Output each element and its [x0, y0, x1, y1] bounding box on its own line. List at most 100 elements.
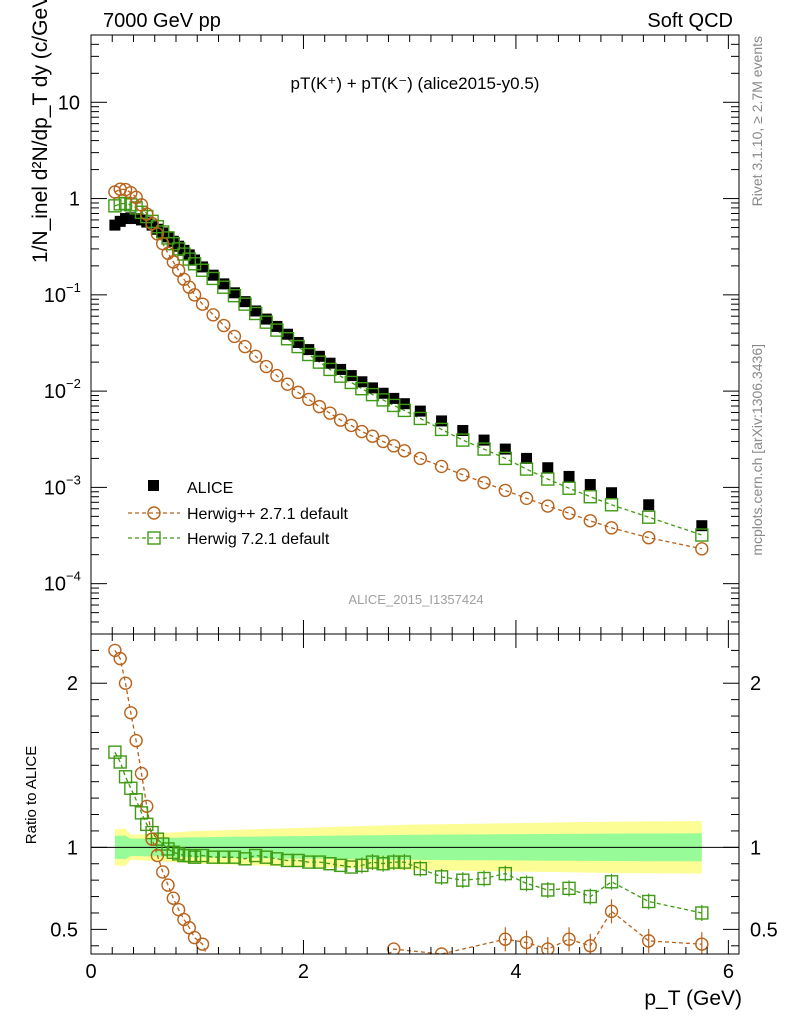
point-alice [218, 278, 230, 290]
point-alice [292, 336, 304, 348]
legend-label-alice: ALICE [187, 480, 233, 497]
ratio-point-herwig7 [397, 855, 412, 869]
ratio-point-herwig7 [280, 853, 295, 868]
ratio-point-herwig7 [129, 793, 143, 807]
ratio-point-herwig7 [355, 858, 369, 873]
ratio-panel-frame [90, 633, 740, 955]
point-alice [303, 344, 315, 356]
ratio-point-herwigpp [166, 891, 181, 905]
point-herwigpp [302, 392, 316, 407]
point-herwigpp [171, 263, 186, 277]
ratio-point-herwigpp [140, 799, 154, 814]
legend-label-herwigpp: Herwig++ 2.7.1 default [187, 506, 349, 523]
ratio-point-herwig7 [376, 857, 390, 871]
point-alice [228, 287, 240, 299]
ratio-point-herwig7 [248, 848, 263, 863]
point-herwigpp [642, 531, 656, 545]
ratio-point-herwigpp [161, 878, 175, 892]
ratio-point-herwigpp [583, 939, 597, 953]
point-alice [345, 370, 357, 382]
y-tick-label-top-exponent: −3 [66, 472, 81, 487]
point-herwigpp [604, 521, 619, 535]
point-herwigpp [562, 506, 576, 520]
point-herwigpp [259, 359, 273, 374]
point-herwig7 [227, 288, 242, 303]
point-alice [260, 313, 272, 325]
y-tick-label-ratio: 1 [67, 837, 78, 859]
ratio-point-herwig7 [434, 870, 449, 884]
ratio-point-herwigpp [124, 706, 138, 720]
point-alice [250, 305, 262, 317]
ratio-point-herwig7 [333, 858, 348, 873]
point-alice [271, 320, 283, 332]
ratio-point-herwigpp [134, 766, 149, 781]
point-herwigpp [583, 514, 597, 528]
point-herwig7 [695, 528, 709, 542]
ratio-point-herwigpp [695, 937, 709, 951]
ratio-point-herwig7 [365, 855, 380, 869]
point-herwig7 [312, 355, 327, 369]
point-alice [398, 398, 410, 410]
ratio-point-herwig7 [344, 860, 358, 874]
point-herwigpp [312, 399, 327, 414]
ratio-series-group [108, 643, 709, 954]
y-tick-label-top-exponent: −2 [66, 376, 81, 391]
x-tick-label: 0 [85, 961, 96, 983]
watermark: ALICE_2015_I1357424 [348, 592, 483, 607]
point-herwig7 [259, 315, 273, 329]
point-alice [367, 382, 379, 394]
point-herwig7 [238, 297, 252, 311]
point-alice [356, 376, 368, 388]
ratio-point-herwig7 [642, 894, 656, 909]
point-herwigpp [365, 429, 380, 443]
point-alice [478, 434, 490, 446]
point-herwigpp [323, 406, 337, 420]
ratio-point-herwig7 [456, 873, 470, 887]
point-herwig7 [323, 362, 337, 377]
point-herwig7 [477, 442, 491, 456]
x-tick-label: 6 [723, 961, 734, 983]
ratio-point-herwig7 [302, 855, 316, 869]
point-herwigpp [456, 468, 470, 482]
y-tick-label-ratio-right: 0.5 [750, 919, 778, 941]
ratio-point-herwig7 [562, 881, 576, 896]
y-axis-label-ratio: Ratio to ALICE [23, 746, 40, 844]
ratio-point-herwig7 [187, 850, 202, 864]
ratio-point-herwigpp [604, 904, 619, 919]
ratio-line-herwigpp [114, 650, 208, 954]
point-herwig7 [302, 347, 316, 362]
y-tick-label-top: 10 [44, 285, 66, 307]
point-herwig7 [519, 462, 534, 476]
ratio-point-herwig7 [291, 853, 305, 868]
ratio-point-herwig7 [259, 850, 273, 864]
ratio-point-herwig7 [195, 848, 210, 863]
point-herwigpp [217, 318, 231, 333]
point-herwigpp [397, 444, 412, 458]
point-herwigpp [187, 288, 202, 302]
ratio-point-herwig7 [323, 857, 337, 871]
ratio-point-herwig7 [477, 871, 491, 886]
ratio-point-herwig7 [113, 755, 127, 769]
ratio-point-herwigpp [156, 865, 170, 879]
point-herwigpp [695, 542, 709, 556]
point-herwig7 [604, 498, 619, 512]
ratio-point-herwigpp [541, 942, 555, 954]
point-herwigpp [195, 297, 210, 311]
point-herwigpp [498, 483, 512, 498]
point-herwigpp [145, 216, 159, 231]
point-herwig7 [583, 490, 597, 504]
ratio-point-herwigpp [562, 932, 576, 946]
y-axis-label-top-text: 1/N_inel d²N/dp_T dy (c/GeV) [29, 0, 52, 263]
ratio-point-herwig7 [206, 850, 220, 864]
point-alice [696, 520, 708, 532]
y-tick-label-top: 10 [44, 381, 66, 403]
point-alice [436, 415, 448, 427]
point-herwigpp [333, 413, 348, 427]
point-herwig7 [217, 280, 231, 294]
point-alice [197, 261, 209, 273]
y-axis-label-top: 1/N_inel d²N/dp_T dy (c/GeV) [29, 0, 52, 263]
ratio-point-herwigpp [519, 935, 534, 950]
point-herwig7 [456, 433, 470, 447]
ratio-point-herwig7 [217, 850, 231, 864]
point-alice [606, 487, 618, 499]
